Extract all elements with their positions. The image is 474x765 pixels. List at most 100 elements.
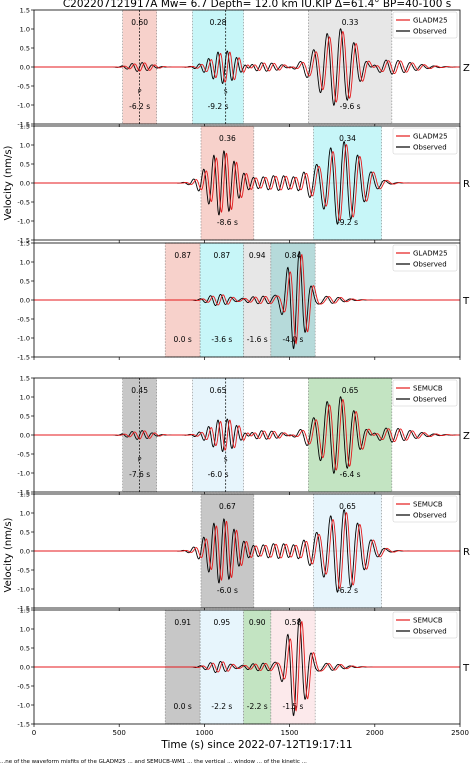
y-tick-label: 0.0 (20, 548, 30, 556)
window-shift-label: -1.5 s (283, 702, 304, 711)
y-tick-label: 0.5 (20, 45, 30, 53)
window-correlation-label: 0.87 (174, 251, 191, 260)
legend-label-observed: Observed (413, 512, 447, 520)
window-correlation-label: 0.65 (339, 502, 356, 511)
x-tick-label: 2000 (366, 729, 384, 737)
legend-label-observed: Observed (413, 396, 447, 404)
y-tick-label: 1.0 (20, 26, 30, 34)
panel-semucb-r: 0.67 -6.0 s 0.65 -6.2 s -1.5 -1.0 -0.5 0.0 0.5 1.… (17, 491, 470, 613)
window-shift-label: -2.2 s (211, 702, 232, 711)
y-tick-label: -1.5 (17, 721, 30, 729)
legend-label-synthetic: SEMUCB (413, 385, 443, 393)
x-axis-label: Time (s) since 2022-07-12T19:17:11 (160, 739, 352, 751)
y-tick-label: 1.5 (20, 7, 30, 15)
y-tick-label: -1.5 (17, 354, 30, 362)
window-shift-label: -9.6 s (340, 102, 361, 111)
x-tick-label: 0 (32, 729, 36, 737)
synthetic-waveform (34, 31, 460, 103)
legend-label-observed: Observed (413, 144, 447, 152)
y-tick-label: -1.5 (17, 121, 30, 129)
phase-marker-label: P (138, 457, 142, 464)
y-tick-label: -0.5 (17, 683, 30, 691)
synthetic-waveform (34, 144, 460, 222)
phase-marker-label: S (224, 457, 228, 464)
window-correlation-label: 0.36 (219, 134, 236, 143)
component-label: R (463, 547, 470, 558)
legend-label-observed: Observed (413, 28, 447, 36)
y-tick-label: 0.5 (20, 278, 30, 286)
window-shift-label: 0.0 s (174, 702, 192, 711)
component-label: Z (463, 431, 470, 442)
window-correlation-label: 0.33 (342, 18, 359, 27)
window-shift-label: -6.4 s (340, 470, 361, 479)
component-label: T (462, 663, 470, 674)
legend-label-synthetic: GLADM25 (413, 250, 448, 258)
window-shift-label: -2.2 s (247, 702, 268, 711)
legend-label-synthetic: GLADM25 (413, 133, 448, 141)
y-tick-label: 1.0 (20, 142, 30, 150)
y-tick-label: 0.5 (20, 645, 30, 653)
window-correlation-label: 0.65 (342, 386, 359, 395)
y-tick-label: 1.0 (20, 259, 30, 267)
synthetic-waveform (34, 620, 460, 712)
window-shift-label: -6.2 s (337, 586, 358, 595)
ylabel-bottom: Velocity (nm/s) (3, 517, 14, 592)
y-tick-label: -1.0 (17, 335, 30, 343)
y-tick-label: 1.5 (20, 375, 30, 383)
legend-label-observed: Observed (413, 261, 447, 269)
y-tick-label: -1.0 (17, 470, 30, 478)
y-tick-label: 1.5 (20, 240, 30, 248)
y-tick-label: 0.5 (20, 161, 30, 169)
window-correlation-label: 0.28 (210, 18, 227, 27)
x-tick-label: 1000 (195, 729, 213, 737)
y-tick-label: -1.0 (17, 218, 30, 226)
y-tick-label: -1.0 (17, 702, 30, 710)
panel-gladm25-r: 0.36 -8.6 s 0.34 -9.2 s -1.5 -1.0 -0.5 0.0 0.5 1.… (17, 123, 470, 245)
y-tick-label: 0.0 (20, 180, 30, 188)
x-tick-label: 500 (113, 729, 126, 737)
legend-label-synthetic: SEMUCB (413, 501, 443, 509)
figure-title: C202207121917A Mw= 6.7 Depth= 12.0 km IU… (63, 0, 451, 10)
y-tick-label: 0.0 (20, 432, 30, 440)
legend-label-synthetic: SEMUCB (413, 617, 443, 625)
synthetic-waveform (34, 253, 460, 345)
y-axis-labels: Velocity (nm/s) Velocity (nm/s) (3, 145, 14, 592)
panels: 0.60-6.2 s0.28-9.2 s0.33-9.6 sP S-1.5-1.0… (17, 7, 470, 738)
window-correlation-label: 0.91 (174, 618, 191, 627)
panel-semucb-z: 0.45-7.6 s0.65-6.0 s0.65-6.4 sP S-1.5-1.0… (17, 375, 470, 497)
legend-label-observed: Observed (413, 628, 447, 636)
window-correlation-label: 0.34 (339, 134, 356, 143)
y-tick-label: -1.5 (17, 489, 30, 497)
figure-caption: ...ne of the waveform misfits of the GLA… (0, 759, 307, 765)
y-tick-label: 0.5 (20, 413, 30, 421)
window-correlation-label: 0.65 (210, 386, 227, 395)
window-correlation-label: 0.67 (219, 502, 236, 511)
panel-semucb-t: 0.91 0.0 s 0.95 -2.2 s 0.90 -2.2 s 0.58 -1.5 s -… (17, 607, 470, 738)
window-shift-label: -9.2 s (337, 218, 358, 227)
y-tick-label: 1.5 (20, 607, 30, 615)
y-tick-label: 1.0 (20, 510, 30, 518)
component-label: T (462, 296, 470, 307)
ylabel-top: Velocity (nm/s) (3, 145, 14, 220)
y-tick-label: -1.0 (17, 586, 30, 594)
y-tick-label: -1.5 (17, 237, 30, 245)
window-shift-label: -6.0 s (208, 470, 229, 479)
component-label: Z (463, 63, 470, 74)
window-shift-label: -4.0 s (283, 335, 304, 344)
phase-marker-label: S (224, 89, 228, 96)
y-tick-label: 0.0 (20, 664, 30, 672)
x-tick-label: 2500 (451, 729, 469, 737)
window-shift-label: -6.0 s (217, 586, 238, 595)
y-tick-label: -0.5 (17, 567, 30, 575)
window-correlation-label: 0.58 (285, 618, 302, 627)
y-tick-label: 0.0 (20, 297, 30, 305)
phase-marker-label: P (138, 89, 142, 96)
y-tick-label: -0.5 (17, 199, 30, 207)
window-correlation-label: 0.94 (249, 251, 266, 260)
window-shift-label: -3.6 s (211, 335, 232, 344)
y-tick-label: 1.5 (20, 123, 30, 131)
panel-gladm25-z: 0.60-6.2 s0.28-9.2 s0.33-9.6 sP S-1.5-1.0… (17, 7, 470, 129)
y-tick-label: -1.5 (17, 605, 30, 613)
window-shift-label: -9.2 s (208, 102, 229, 111)
